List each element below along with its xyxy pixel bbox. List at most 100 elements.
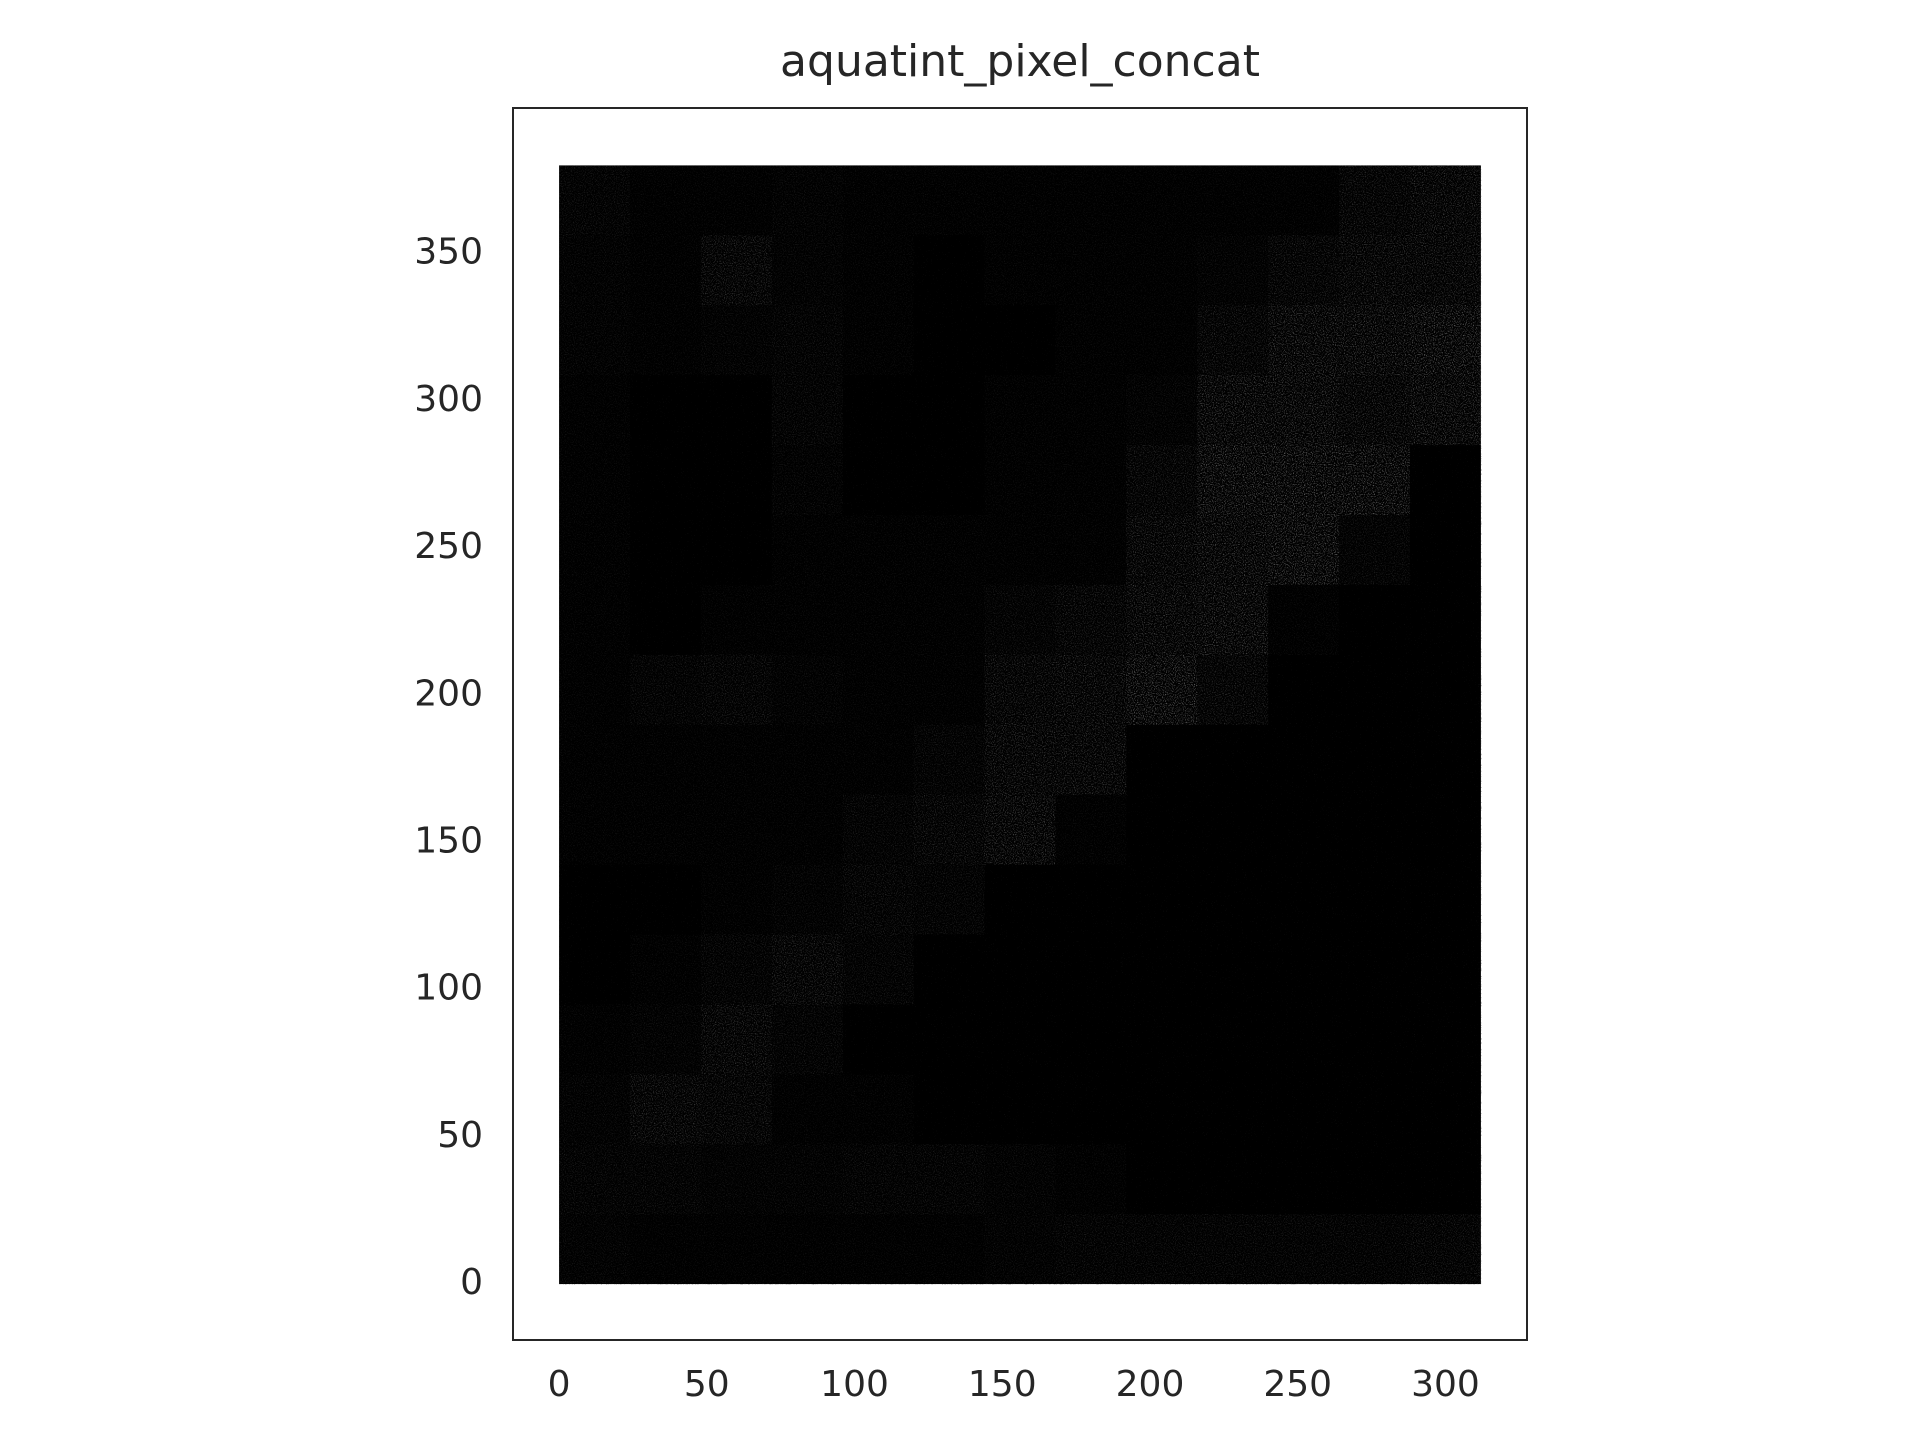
pixel-cell (913, 305, 986, 376)
pixel-cell (1197, 934, 1269, 1005)
y-tick-label: 350 (414, 232, 483, 273)
pixel-cell (771, 584, 844, 656)
pixel-cell (913, 654, 986, 726)
pixel-cell (984, 375, 1056, 446)
pixel-cell (1197, 1214, 1269, 1285)
pixel-cell (1055, 235, 1127, 306)
pixel-cell (700, 934, 773, 1005)
pixel-cell (630, 584, 702, 656)
pixel-cell (630, 934, 702, 1005)
pixel-cell (1339, 1004, 1411, 1075)
pixel-cell (1339, 794, 1411, 866)
pixel-cell (1055, 1074, 1127, 1145)
pixel-cell (700, 375, 773, 446)
pixel-cell (1410, 1074, 1482, 1145)
pixel-cell (1339, 724, 1411, 796)
pixel-cell (559, 934, 631, 1005)
pixel-cell (1197, 165, 1269, 236)
pixel-cell (771, 1144, 844, 1215)
y-tick-label: 0 (460, 1262, 483, 1303)
pixel-cell (1339, 654, 1411, 726)
pixel-cell (700, 305, 773, 376)
pixel-cell (1339, 375, 1411, 446)
pixel-cell (771, 1004, 844, 1075)
pixel-cell (1410, 1144, 1482, 1215)
y-tick-label: 150 (414, 820, 483, 861)
pixel-cell (559, 305, 631, 376)
pixel-cell (700, 654, 773, 726)
pixel-cell (1197, 305, 1269, 376)
pixel-cell (1126, 165, 1198, 236)
pixel-cell (700, 514, 773, 586)
pixel-cell (913, 1214, 986, 1285)
pixel-cell (1197, 724, 1269, 796)
pixel-cell (1268, 1074, 1340, 1145)
pixel-cell (1410, 375, 1482, 446)
pixel-cell (1268, 654, 1340, 726)
x-tick-label: 50 (684, 1364, 730, 1405)
pixel-cell (559, 724, 631, 796)
pixel-cell (771, 794, 844, 866)
pixel-cell (630, 1074, 702, 1145)
pixel-cell (913, 934, 986, 1005)
pixel-cell (913, 864, 986, 935)
pixel-cell (1055, 1214, 1127, 1285)
pixel-cell (559, 654, 631, 726)
pixel-cell (1410, 864, 1482, 935)
pixel-cell (1339, 235, 1411, 306)
pixel-cell (630, 1214, 702, 1285)
pixel-cell (700, 165, 773, 236)
pixel-cell (1126, 305, 1198, 376)
pixel-cell (559, 514, 631, 586)
pixel-cell (771, 165, 844, 236)
pixel-cell (1055, 165, 1127, 236)
pixel-cell (1339, 165, 1411, 236)
pixel-cell (1126, 724, 1198, 796)
pixel-cell (1410, 654, 1482, 726)
pixel-cell (1268, 445, 1340, 516)
pixel-cell (984, 1214, 1056, 1285)
pixel-cell (842, 1074, 915, 1145)
x-tick-label: 150 (968, 1364, 1037, 1405)
pixel-cell (1268, 584, 1340, 656)
pixel-cell (700, 794, 773, 866)
pixel-cell (630, 724, 702, 796)
pixel-cell (1268, 724, 1340, 796)
pixel-cell (1268, 165, 1340, 236)
pixel-cell (1268, 1004, 1340, 1075)
pixel-cell (842, 165, 915, 236)
pixel-cell (913, 1074, 986, 1145)
pixel-cell (984, 165, 1056, 236)
pixel-cell (1339, 934, 1411, 1005)
pixel-cell (559, 1144, 631, 1215)
pixel-cell (1126, 1144, 1198, 1215)
pixel-cell (559, 584, 631, 656)
pixel-cell (771, 235, 844, 306)
pixel-cell (842, 514, 915, 586)
pixel-cell (559, 864, 631, 935)
pixel-cell (630, 305, 702, 376)
x-tick-label: 0 (548, 1364, 571, 1405)
pixel-cell (771, 445, 844, 516)
y-tick-label: 300 (414, 379, 483, 420)
pixel-cell (1055, 654, 1127, 726)
pixel-cell (913, 375, 986, 446)
pixel-cell (1339, 1214, 1411, 1285)
pixel-cell (984, 514, 1056, 586)
pixel-cell (1126, 1004, 1198, 1075)
pixel-cell (559, 1074, 631, 1145)
pixel-cell (913, 165, 986, 236)
x-tick-label: 100 (820, 1364, 889, 1405)
pixel-cell (700, 724, 773, 796)
pixel-cell (842, 654, 915, 726)
pixel-cell (984, 864, 1056, 935)
pixel-cell (630, 445, 702, 516)
pixel-cell (559, 375, 631, 446)
pixel-cell (913, 794, 986, 866)
pixel-cell (700, 1074, 773, 1145)
pixel-cell (842, 1144, 915, 1215)
pixel-cell (1055, 445, 1127, 516)
pixel-cell (630, 864, 702, 935)
pixel-cell (984, 305, 1056, 376)
pixel-cell (1197, 375, 1269, 446)
